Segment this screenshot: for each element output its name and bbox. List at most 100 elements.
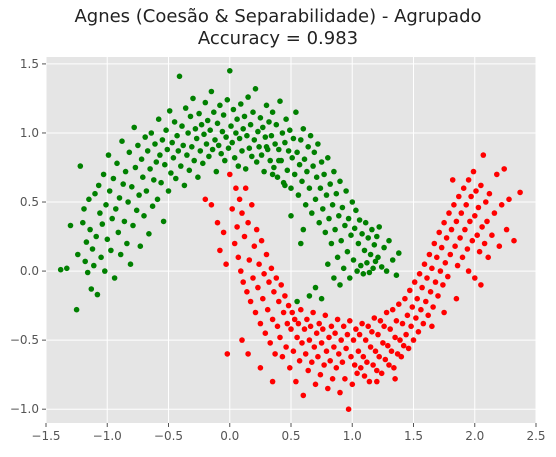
data-point-series-1 — [367, 251, 374, 258]
data-point-series-2 — [374, 378, 380, 385]
data-point-series-1 — [87, 226, 93, 233]
data-point-series-2 — [233, 185, 239, 191]
data-point-series-2 — [405, 345, 412, 352]
data-point-series-2 — [251, 243, 258, 249]
data-point-series-1 — [94, 291, 101, 298]
data-point-series-2 — [355, 348, 362, 355]
data-point-series-1 — [271, 164, 277, 171]
data-point-series-2 — [447, 251, 454, 258]
data-point-series-2 — [332, 330, 338, 337]
data-point-series-2 — [385, 342, 391, 349]
data-point-series-1 — [80, 219, 86, 226]
data-point-series-2 — [414, 295, 421, 302]
data-point-series-1 — [152, 141, 158, 147]
data-point-series-1 — [204, 117, 211, 124]
data-point-series-1 — [251, 137, 258, 143]
data-point-series-1 — [277, 98, 283, 104]
data-point-series-2 — [294, 334, 300, 341]
data-point-series-1 — [366, 269, 373, 276]
data-point-series-1 — [306, 185, 313, 191]
data-point-series-2 — [382, 356, 389, 363]
data-point-series-1 — [219, 128, 226, 135]
data-point-series-2 — [403, 331, 409, 338]
y-tick-label: −0.5 — [10, 333, 39, 347]
data-point-series-1 — [268, 132, 275, 139]
data-point-series-1 — [162, 161, 168, 168]
data-point-series-2 — [293, 378, 299, 385]
data-point-series-2 — [320, 326, 326, 332]
data-point-series-1 — [95, 182, 102, 189]
data-point-series-1 — [322, 229, 329, 236]
data-point-series-1 — [200, 160, 206, 167]
data-point-series-2 — [419, 284, 425, 291]
data-point-series-2 — [300, 392, 307, 399]
data-point-series-1 — [165, 188, 172, 194]
data-point-series-1 — [311, 149, 318, 156]
data-point-series-2 — [418, 306, 424, 313]
data-point-series-1 — [333, 190, 340, 197]
data-point-series-1 — [260, 124, 266, 131]
data-point-series-2 — [224, 351, 231, 357]
data-point-series-1 — [242, 166, 249, 172]
data-point-series-1 — [239, 148, 245, 154]
data-point-series-1 — [253, 159, 260, 165]
data-point-series-1 — [300, 226, 307, 233]
data-point-series-1 — [209, 146, 216, 153]
data-point-series-2 — [262, 330, 269, 337]
data-point-series-2 — [389, 306, 396, 313]
data-point-series-1 — [263, 144, 270, 150]
data-point-series-2 — [459, 254, 466, 261]
data-point-series-1 — [211, 109, 217, 115]
data-point-series-2 — [285, 302, 292, 309]
data-point-series-1 — [155, 116, 162, 122]
data-point-series-1 — [321, 171, 327, 178]
data-point-series-2 — [284, 320, 291, 327]
data-point-series-1 — [203, 141, 210, 147]
data-point-series-2 — [438, 244, 445, 251]
data-point-series-2 — [239, 210, 245, 216]
data-point-series-1 — [290, 135, 297, 142]
data-point-series-2 — [407, 287, 413, 294]
data-point-series-1 — [344, 248, 351, 255]
data-point-series-1 — [141, 213, 147, 219]
data-point-series-1 — [298, 240, 304, 247]
data-point-series-2 — [404, 312, 411, 319]
data-point-series-1 — [307, 132, 314, 139]
data-point-series-1 — [201, 131, 207, 138]
data-point-series-2 — [465, 177, 472, 183]
data-point-series-1 — [153, 159, 160, 165]
data-point-series-1 — [274, 174, 281, 180]
data-point-series-1 — [75, 251, 81, 258]
data-point-series-2 — [353, 326, 359, 332]
data-point-series-2 — [458, 210, 465, 216]
data-point-series-1 — [227, 68, 233, 74]
data-point-series-1 — [340, 265, 347, 272]
data-point-series-1 — [57, 266, 64, 273]
data-point-series-1 — [217, 102, 223, 109]
data-point-series-2 — [220, 229, 227, 236]
data-point-series-2 — [441, 309, 447, 316]
data-point-series-1 — [135, 142, 141, 149]
data-point-series-2 — [462, 226, 468, 233]
data-point-series-2 — [331, 344, 337, 350]
data-point-series-1 — [247, 121, 254, 128]
data-point-series-1 — [266, 119, 272, 125]
data-point-series-1 — [369, 226, 375, 233]
data-point-series-2 — [408, 323, 414, 330]
data-point-series-1 — [238, 101, 244, 107]
data-point-series-2 — [336, 351, 342, 357]
data-point-series-2 — [381, 323, 387, 330]
data-point-series-2 — [476, 248, 483, 255]
data-point-series-1 — [331, 275, 337, 281]
data-point-series-2 — [451, 202, 457, 208]
data-point-series-2 — [402, 295, 408, 302]
data-point-series-2 — [302, 351, 309, 357]
data-point-series-1 — [113, 206, 119, 212]
data-point-series-2 — [257, 320, 264, 327]
data-point-series-1 — [351, 225, 358, 232]
data-point-series-1 — [108, 247, 114, 254]
data-point-series-1 — [240, 126, 246, 132]
data-point-series-1 — [374, 233, 380, 240]
data-point-series-2 — [326, 334, 332, 341]
data-point-series-2 — [478, 282, 484, 288]
